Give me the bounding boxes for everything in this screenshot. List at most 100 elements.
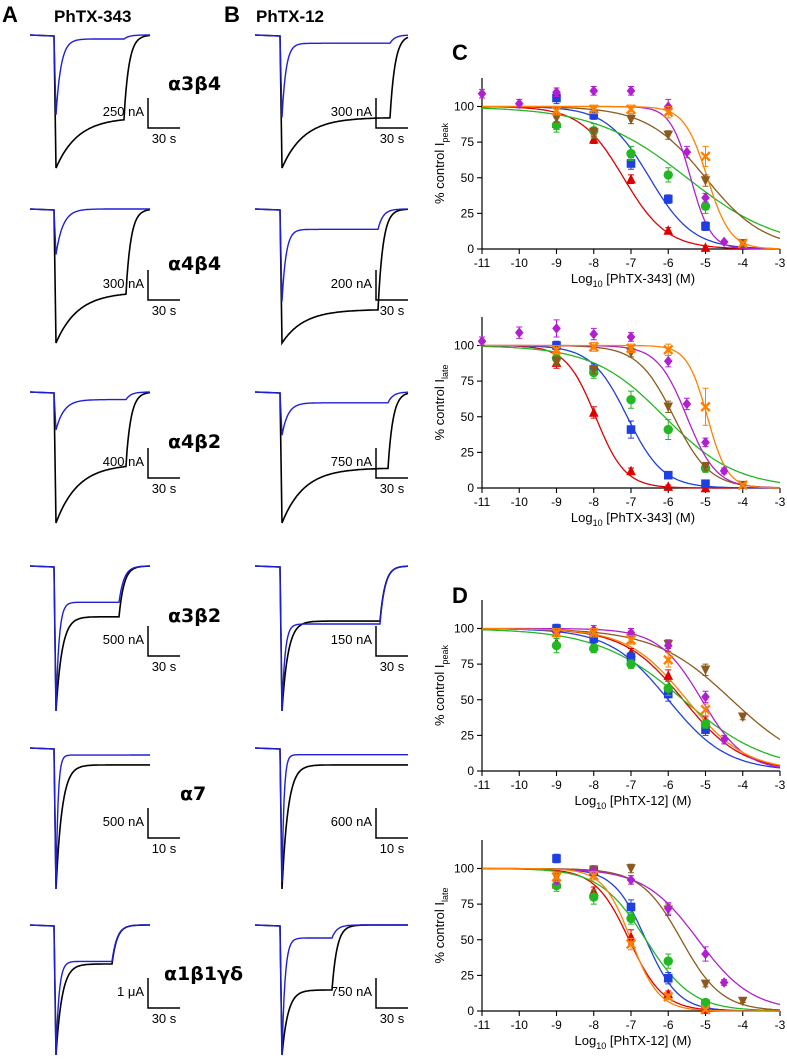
x-tick-label: -8 bbox=[588, 256, 599, 270]
amplitude-scale-label: 300 nA bbox=[331, 104, 373, 119]
data-point bbox=[626, 465, 636, 476]
data-point bbox=[700, 401, 711, 412]
data-point bbox=[701, 948, 710, 960]
toxin-trace bbox=[29, 565, 150, 712]
x-tick-label: -5 bbox=[700, 256, 711, 270]
scale-bar-a-row-1: 250 nA 30 s bbox=[103, 98, 180, 146]
x-tick-label: -3 bbox=[775, 778, 786, 792]
control-trace bbox=[29, 747, 150, 890]
x-tick-label: -3 bbox=[775, 1018, 786, 1032]
data-point bbox=[551, 105, 562, 116]
data-point bbox=[663, 402, 674, 413]
data-point bbox=[552, 323, 561, 334]
data-point bbox=[737, 996, 748, 1007]
x-tick-label: -11 bbox=[474, 778, 491, 792]
x-tick-label: -8 bbox=[588, 495, 599, 509]
amplitude-scale-label: 500 nA bbox=[103, 814, 145, 829]
y-tick-label: 100 bbox=[454, 339, 474, 353]
data-point bbox=[626, 913, 636, 924]
x-tick-label: -11 bbox=[474, 1018, 491, 1032]
data-point bbox=[701, 691, 710, 703]
x-tick-label: -9 bbox=[551, 256, 562, 270]
data-point bbox=[626, 425, 636, 434]
series-3-points bbox=[551, 637, 711, 729]
data-point bbox=[700, 704, 711, 715]
data-point bbox=[700, 462, 711, 472]
data-point bbox=[682, 398, 692, 410]
y-tick-label: 50 bbox=[461, 693, 475, 707]
data-point bbox=[700, 201, 711, 211]
amplitude-scale-label: 1 μA bbox=[117, 984, 144, 999]
x-tick-label: -10 bbox=[511, 778, 529, 792]
control-trace bbox=[29, 391, 151, 524]
series-4-points bbox=[551, 863, 748, 1007]
data-point bbox=[701, 437, 710, 448]
amplitude-scale-label: 400 nA bbox=[103, 454, 145, 469]
x-tick-label: -7 bbox=[626, 1018, 637, 1032]
data-point bbox=[626, 874, 636, 886]
fit-curve-series-4 bbox=[482, 105, 781, 240]
data-point bbox=[588, 407, 599, 417]
y-tick-label: 100 bbox=[454, 862, 474, 876]
data-point bbox=[737, 238, 748, 249]
data-point bbox=[477, 88, 487, 99]
x-tick-label: -7 bbox=[626, 778, 637, 792]
data-point bbox=[701, 192, 710, 203]
data-point bbox=[625, 634, 637, 646]
data-point bbox=[588, 870, 599, 881]
series-4-points bbox=[551, 113, 748, 249]
data-point bbox=[737, 480, 748, 491]
receptor-label-a3b4: α3β4 bbox=[168, 73, 221, 95]
control-trace bbox=[254, 391, 409, 524]
fit-curve-series-4 bbox=[482, 628, 781, 740]
scale-bar-a-row-4: 500 nA 30 s bbox=[103, 626, 180, 674]
data-point bbox=[551, 113, 562, 124]
series-3-points bbox=[551, 879, 711, 1008]
y-tick-label: 25 bbox=[461, 206, 475, 220]
y-tick-label: 50 bbox=[461, 933, 475, 947]
data-point bbox=[514, 327, 524, 338]
chart-C-peak: 0 25 50 75 100 -11 -10 -9 -8 -7 -6 -5 -4 -3 Log10 [PhT… bbox=[432, 78, 786, 289]
data-point bbox=[719, 465, 729, 477]
amplitude-scale-label: 150 nA bbox=[331, 632, 373, 647]
data-point bbox=[589, 634, 599, 643]
amplitude-scale-label: 300 nA bbox=[103, 276, 145, 291]
x-tick-label: -8 bbox=[588, 778, 599, 792]
time-scale-label: 30 s bbox=[152, 1011, 177, 1026]
series-6-points bbox=[551, 627, 711, 716]
scale-bar-b-row-4: 150 nA 30 s bbox=[331, 626, 408, 674]
scale-bar-b-row-3: 750 nA 30 s bbox=[331, 448, 408, 496]
series-5-points bbox=[477, 319, 729, 477]
data-point bbox=[701, 221, 710, 231]
x-tick-label: -10 bbox=[511, 495, 529, 509]
concentration-response-charts: 0 25 50 75 100 -11 -10 -9 -8 -7 -6 -5 -4 -3 Log10 [PhT… bbox=[432, 78, 786, 1051]
data-point bbox=[719, 236, 729, 248]
data-point bbox=[589, 85, 599, 97]
data-point bbox=[552, 854, 561, 863]
control-trace bbox=[29, 208, 151, 344]
data-point bbox=[663, 107, 674, 118]
data-point bbox=[663, 640, 673, 651]
time-scale-label: 10 s bbox=[152, 841, 177, 856]
data-point bbox=[626, 85, 636, 97]
time-scale-label: 30 s bbox=[380, 303, 405, 318]
fit-curve-series-3 bbox=[482, 345, 781, 484]
x-tick-label: -6 bbox=[663, 1018, 674, 1032]
y-tick-label: 0 bbox=[467, 481, 474, 495]
x-tick-label: -11 bbox=[474, 256, 491, 270]
time-scale-label: 30 s bbox=[380, 481, 405, 496]
x-tick-label: -5 bbox=[700, 778, 711, 792]
amplitude-scale-label: 500 nA bbox=[103, 632, 145, 647]
x-tick-label: -8 bbox=[588, 1018, 599, 1032]
scale-bar-b-row-2: 200 nA 30 s bbox=[331, 270, 408, 318]
chart-D-peak: 0 25 50 75 100 -11 -10 -9 -8 -7 -6 -5 -4 -3 Log10 [PhT… bbox=[432, 600, 786, 811]
time-scale-label: 30 s bbox=[380, 659, 405, 674]
data-point bbox=[682, 146, 692, 158]
time-scale-label: 30 s bbox=[380, 131, 405, 146]
y-tick-label: 0 bbox=[467, 764, 474, 778]
toxin-trace bbox=[29, 391, 150, 431]
scale-bar-a-row-5: 500 nA 10 s bbox=[103, 808, 180, 856]
data-point bbox=[551, 880, 562, 891]
toxin-trace bbox=[29, 208, 150, 255]
amplitude-scale-label: 750 nA bbox=[331, 984, 373, 999]
